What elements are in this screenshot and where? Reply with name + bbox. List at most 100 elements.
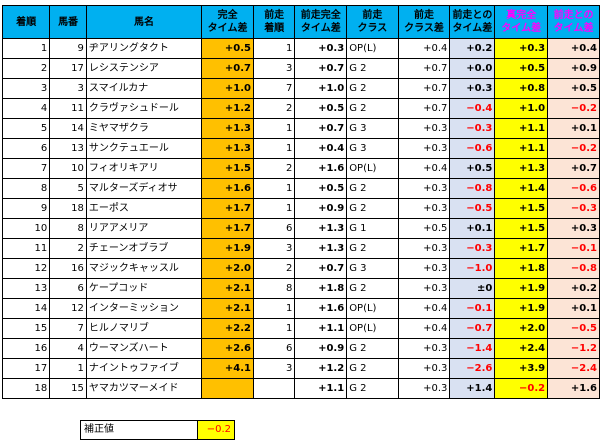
cell-prev-rank: 2 xyxy=(252,258,296,279)
cell-prev-timediff: +0.0 xyxy=(449,58,496,79)
cell-real: +1.1 xyxy=(494,138,549,159)
cell-prev-timediff: −0.1 xyxy=(449,298,496,319)
cell-prev-classdiff: +0.3 xyxy=(397,378,451,399)
header-complete-l2: タイム差 xyxy=(207,23,248,34)
header-prev-rank-l2: 着順 xyxy=(264,23,285,34)
cell-real-prev: +0.3 xyxy=(547,218,600,239)
cell-prev-rank: 1 xyxy=(252,138,296,159)
header-prev-rank: 前走 着順 xyxy=(252,5,296,39)
cell-rank: 10 xyxy=(1,218,51,239)
header-name: 馬名 xyxy=(85,5,203,39)
cell-prev-class: OP(L) xyxy=(346,318,399,339)
header-prev-timediff-l1: 前走との xyxy=(452,10,493,21)
cell-prev-classdiff: +0.3 xyxy=(397,338,451,359)
cell-prev-complete: +1.6 xyxy=(294,298,348,319)
cell-num: 14 xyxy=(49,118,87,139)
cell-real-prev: −1.2 xyxy=(547,338,600,359)
cell-real: +1.9 xyxy=(494,278,549,299)
cell-real-prev: +1.6 xyxy=(547,378,600,399)
header-prev-complete: 前走完全 タイム差 xyxy=(294,5,348,39)
cell-name: マジックキャッスル xyxy=(85,258,203,279)
cell-prev-timediff: −0.3 xyxy=(449,238,496,259)
cell-complete: +0.7 xyxy=(201,58,254,79)
table-row: 4 11 クラヴァシュドール +1.2 2 +0.5 G 2 +0.7 −0.4 +1.0 −0.2 xyxy=(1,98,600,119)
header-prev-timediff: 前走との タイム差 xyxy=(449,5,496,39)
cell-prev-class: G 2 xyxy=(346,178,399,199)
cell-prev-class: G 3 xyxy=(346,258,399,279)
header-real-prev: 前走との タイム差 xyxy=(547,5,600,39)
cell-prev-complete: +1.6 xyxy=(294,158,348,179)
cell-name: マルターズディオサ xyxy=(85,178,203,199)
cell-complete: +0.5 xyxy=(201,38,254,59)
header-rank: 着順 xyxy=(1,5,51,39)
cell-prev-rank: 3 xyxy=(252,238,296,259)
cell-real: +1.4 xyxy=(494,178,549,199)
cell-prev-class: G 3 xyxy=(346,118,399,139)
cell-rank: 3 xyxy=(1,78,51,99)
cell-real-prev: −0.6 xyxy=(547,178,600,199)
header-complete-l1: 完全 xyxy=(217,10,238,21)
cell-prev-timediff: +0.5 xyxy=(449,158,496,179)
cell-name: エーポス xyxy=(85,198,203,219)
correction-table: 補正値 −0.2 xyxy=(80,420,235,440)
cell-num: 1 xyxy=(49,358,87,379)
cell-complete: +1.5 xyxy=(201,158,254,179)
cell-prev-class: G 2 xyxy=(346,98,399,119)
cell-prev-timediff: −1.4 xyxy=(449,338,496,359)
cell-prev-rank: 1 xyxy=(252,318,296,339)
cell-num: 16 xyxy=(49,258,87,279)
cell-rank: 8 xyxy=(1,178,51,199)
cell-prev-timediff: −0.8 xyxy=(449,178,496,199)
cell-prev-class: G 2 xyxy=(346,238,399,259)
cell-prev-complete: +1.3 xyxy=(294,238,348,259)
cell-name: ミヤマザクラ xyxy=(85,118,203,139)
cell-prev-class: G 2 xyxy=(346,278,399,299)
cell-prev-classdiff: +0.3 xyxy=(397,118,451,139)
cell-prev-timediff: +0.1 xyxy=(449,218,496,239)
header-real: 真完全 タイム差 xyxy=(494,5,549,39)
cell-prev-timediff: −0.5 xyxy=(449,198,496,219)
cell-prev-rank: 6 xyxy=(252,218,296,239)
cell-real: +0.5 xyxy=(494,58,549,79)
header-row: 着順 馬番 馬名 完全 タイム差 前走 着順 前走完全 タイム差 前走 クラス 前走 クラ… xyxy=(1,5,600,39)
correction-value: −0.2 xyxy=(197,420,235,440)
cell-real-prev: +0.5 xyxy=(547,78,600,99)
cell-prev-timediff: +1.4 xyxy=(449,378,496,399)
cell-real: +1.7 xyxy=(494,238,549,259)
table-row: 9 18 エーポス +1.7 1 +0.9 G 2 +0.3 −0.5 +1.5 −0.3 xyxy=(1,198,600,219)
cell-prev-complete: +0.7 xyxy=(294,118,348,139)
cell-prev-complete: +1.2 xyxy=(294,358,348,379)
cell-num: 11 xyxy=(49,98,87,119)
cell-prev-classdiff: +0.4 xyxy=(397,318,451,339)
cell-name: クラヴァシュドール xyxy=(85,98,203,119)
cell-num: 17 xyxy=(49,58,87,79)
header-prev-classdiff-l1: 前走 xyxy=(414,10,435,21)
cell-rank: 13 xyxy=(1,278,51,299)
cell-name: ウーマンズハート xyxy=(85,338,203,359)
cell-name: ヤマカツマーメイド xyxy=(85,378,203,399)
cell-prev-rank: 6 xyxy=(252,338,296,359)
cell-prev-classdiff: +0.7 xyxy=(397,58,451,79)
cell-prev-rank: 3 xyxy=(252,358,296,379)
cell-real-prev: +0.4 xyxy=(547,38,600,59)
cell-real-prev: −0.2 xyxy=(547,98,600,119)
cell-real: −0.2 xyxy=(494,378,549,399)
table-row: 8 5 マルターズディオサ +1.6 1 +0.5 G 2 +0.3 −0.8 +1.4 −0.6 xyxy=(1,178,600,199)
cell-prev-classdiff: +0.3 xyxy=(397,178,451,199)
cell-num: 13 xyxy=(49,138,87,159)
cell-prev-classdiff: +0.7 xyxy=(397,78,451,99)
header-prev-complete-l1: 前走完全 xyxy=(300,10,341,21)
cell-num: 15 xyxy=(49,378,87,399)
cell-prev-classdiff: +0.3 xyxy=(397,258,451,279)
cell-prev-complete: +0.7 xyxy=(294,258,348,279)
cell-prev-timediff: −2.6 xyxy=(449,358,496,379)
cell-prev-rank: 8 xyxy=(252,278,296,299)
table-row: 15 7 ヒルノマリブ +2.2 1 +1.1 OP(L) +0.4 −0.7 +2.0 −0.5 xyxy=(1,318,600,339)
cell-rank: 14 xyxy=(1,298,51,319)
cell-num: 8 xyxy=(49,218,87,239)
header-num: 馬番 xyxy=(49,5,87,39)
cell-rank: 5 xyxy=(1,118,51,139)
cell-real-prev: +0.9 xyxy=(547,58,600,79)
cell-num: 3 xyxy=(49,78,87,99)
cell-prev-complete: +0.9 xyxy=(294,198,348,219)
